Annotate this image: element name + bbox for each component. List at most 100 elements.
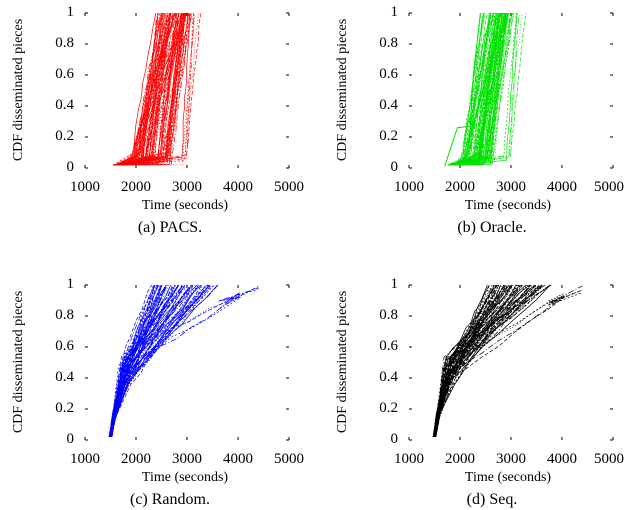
series-line [449,12,518,166]
y-tick-labels: 0 0.2 0.4 0.6 0.8 1 [55,276,74,447]
series-line [434,284,543,437]
series-line [434,284,497,437]
panel-caption: (a) PACS. [138,219,202,236]
series-line [110,284,183,437]
series-line [456,12,507,166]
series-line [118,12,187,166]
series-line [113,12,182,166]
series-line [452,12,500,166]
series-line [122,12,186,166]
series-line [117,12,180,166]
series-line [121,12,172,166]
panel-c: CDF disseminated pieces 0 0.2 0.4 0.6 0.… [11,276,304,508]
y-tick-labels: 0 0.2 0.4 0.6 0.8 1 [55,4,74,175]
series-line [434,284,499,437]
y-tick-label: 0 [391,431,399,447]
series-line [448,12,485,166]
series-line [111,284,192,437]
series-line [434,284,531,437]
x-tick-label: 5000 [594,451,624,467]
x-tick-label: 2000 [445,451,475,467]
y-tick-label: 0.4 [379,97,398,113]
series-line [453,12,485,166]
series-line [109,286,259,437]
y-tick-label: 0.8 [55,307,74,323]
series-line [432,284,529,437]
x-tick-label: 2000 [121,179,151,195]
x-tick-labels: 1000 2000 3000 4000 5000 [394,179,624,195]
series-line [110,284,200,437]
panel-caption: (d) Seq. [467,491,518,508]
series-line [109,284,195,437]
y-tick-labels: 0 0.2 0.4 0.6 0.8 1 [379,276,398,447]
series-line [451,12,500,166]
series-line [122,12,180,166]
series-line [433,284,506,437]
series-line [434,284,512,437]
series-line [110,284,163,437]
series-line [457,12,507,166]
series-line [114,12,169,166]
series-line [115,12,191,166]
y-tick-label: 0.8 [55,35,74,51]
y-tick-label: 0.6 [379,66,398,82]
series-line [116,12,186,166]
series-line [434,284,531,437]
series-line [454,12,499,166]
tick-marks [84,12,290,169]
series-line [118,12,188,166]
series-line [434,284,531,437]
y-axis-label: CDF disseminated pieces [335,291,350,433]
series-line [455,12,501,166]
x-axis-label: Time (seconds) [465,470,552,485]
series-line [108,284,215,437]
y-tick-label: 0.2 [379,128,398,144]
series-line [434,284,543,437]
y-tick-label: 0 [67,431,75,447]
series-line [121,12,176,166]
x-tick-label: 3000 [496,451,526,467]
series-line [435,292,583,437]
series-line [454,12,500,166]
x-tick-label: 1000 [70,451,100,467]
x-tick-label: 2000 [445,179,475,195]
series-line [116,12,189,166]
series-line [111,284,188,437]
series-line [111,284,167,437]
series-line [453,12,501,166]
series-line [448,12,494,166]
series-line [118,12,199,166]
series-line [120,12,185,166]
y-tick-label: 0.2 [379,400,398,416]
series-line [433,284,540,437]
panel-caption: (b) Oracle. [457,219,526,236]
series-line [110,284,198,437]
series-line [455,12,508,166]
x-tick-label: 3000 [172,451,202,467]
series-line [435,284,496,437]
series-line [111,284,167,437]
series-line [114,12,191,166]
x-axis-label: Time (seconds) [142,470,229,485]
y-tick-label: 0.4 [379,369,398,385]
x-tick-label: 4000 [547,451,577,467]
series-line [114,12,185,166]
tick-marks [84,284,290,441]
y-tick-label: 0 [391,159,399,175]
series-line [455,12,511,166]
series-line [434,284,493,437]
series-line [435,284,512,437]
y-tick-label: 0.8 [379,35,398,51]
series-line [432,284,546,437]
y-tick-label: 1 [67,276,75,292]
x-tick-label: 1000 [70,179,100,195]
series-line [115,12,180,166]
series-line [116,12,174,166]
series-line [109,284,161,437]
y-tick-label: 0.4 [55,369,74,385]
series-lines [444,12,527,167]
series-line [119,12,177,166]
x-tick-label: 2000 [121,451,151,467]
x-tick-labels: 1000 2000 3000 4000 5000 [394,451,624,467]
x-tick-labels: 1000 2000 3000 4000 5000 [70,179,304,195]
